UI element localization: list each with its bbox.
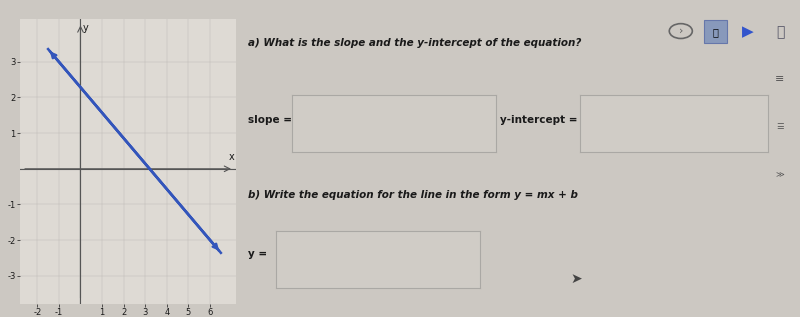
Text: b) Write the equation for the line in the form y = mx + b: b) Write the equation for the line in th…	[248, 190, 578, 200]
Text: ▶: ▶	[742, 24, 754, 39]
Text: ≡: ≡	[775, 74, 785, 84]
Text: y-intercept =: y-intercept =	[500, 115, 578, 126]
Text: y =: y =	[248, 249, 267, 259]
Text: ⏸: ⏸	[777, 25, 785, 39]
Text: slope =: slope =	[248, 115, 292, 126]
Text: y: y	[83, 23, 89, 33]
Text: ›: ›	[678, 26, 683, 36]
Text: a) What is the slope and the y-intercept of the equation?: a) What is the slope and the y-intercept…	[248, 38, 582, 48]
Text: 📄: 📄	[713, 27, 718, 37]
Text: ➤: ➤	[570, 272, 582, 286]
Text: ☰: ☰	[776, 122, 784, 131]
FancyBboxPatch shape	[704, 20, 727, 43]
Text: ≫: ≫	[776, 170, 784, 179]
Text: x: x	[229, 152, 235, 162]
